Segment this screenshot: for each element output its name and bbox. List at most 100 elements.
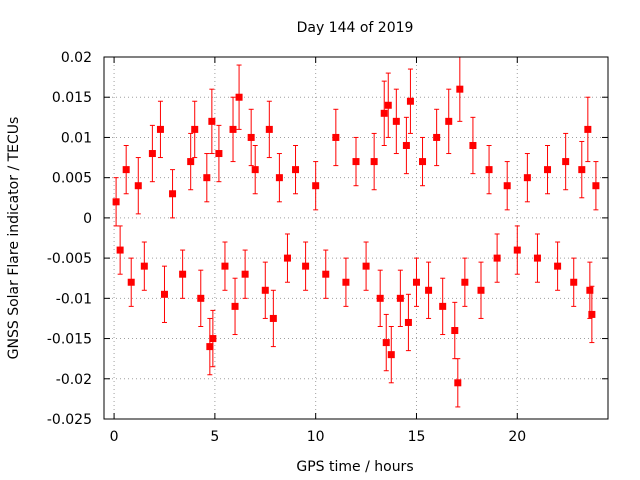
point-marker — [229, 125, 237, 133]
point-marker — [209, 335, 217, 343]
data-point — [402, 116, 410, 175]
data-point — [208, 88, 216, 155]
point-marker — [578, 166, 586, 174]
point-marker — [148, 150, 156, 158]
point-marker — [322, 270, 330, 278]
point-marker — [392, 117, 400, 125]
data-point — [439, 277, 447, 336]
data-point — [241, 249, 249, 299]
point-marker — [265, 125, 273, 133]
data-point — [352, 136, 360, 187]
y-tick-label: 0.02 — [61, 50, 92, 66]
point-marker — [134, 182, 142, 190]
point-marker — [235, 93, 243, 101]
data-layer — [112, 56, 600, 408]
point-marker — [206, 343, 214, 351]
data-point — [419, 136, 427, 187]
plot-frame — [103, 56, 609, 420]
point-marker — [485, 166, 493, 174]
data-point — [203, 153, 211, 203]
data-point — [578, 140, 586, 199]
data-point — [425, 261, 433, 319]
data-point — [433, 108, 441, 167]
y-tick-label: 0.015 — [52, 90, 92, 106]
point-marker — [570, 278, 578, 286]
point-marker — [221, 262, 229, 270]
point-marker — [513, 246, 521, 254]
y-axis-label: GNSS Solar Flare indicator / TECUs — [6, 117, 22, 360]
data-point — [275, 153, 283, 203]
point-marker — [231, 302, 239, 310]
data-point — [456, 56, 464, 122]
point-marker — [122, 166, 130, 174]
data-point — [332, 108, 340, 167]
data-point — [302, 241, 310, 291]
data-point — [134, 157, 142, 215]
point-marker — [562, 158, 570, 166]
data-point — [392, 88, 400, 155]
x-tick-label: 20 — [508, 429, 526, 445]
point-marker — [445, 117, 453, 125]
point-marker — [586, 286, 594, 294]
point-marker — [406, 97, 414, 105]
data-point — [544, 144, 552, 195]
data-point — [156, 100, 164, 159]
data-point — [396, 269, 404, 327]
point-marker — [302, 262, 310, 270]
data-point — [513, 225, 521, 275]
data-point — [586, 261, 594, 319]
point-marker — [370, 158, 378, 166]
data-point — [503, 161, 511, 211]
point-marker — [169, 190, 177, 198]
point-marker — [208, 117, 216, 125]
data-point — [554, 241, 562, 291]
point-marker — [156, 125, 164, 133]
data-point — [265, 100, 273, 159]
point-marker — [203, 174, 211, 182]
data-point — [382, 313, 390, 372]
data-point — [592, 161, 600, 211]
point-marker — [419, 158, 427, 166]
data-point — [570, 257, 578, 307]
point-marker — [533, 254, 541, 262]
point-marker — [179, 270, 187, 278]
point-marker — [396, 294, 404, 302]
data-point — [206, 317, 214, 376]
point-marker — [439, 302, 447, 310]
data-point — [179, 249, 187, 299]
point-marker — [251, 166, 259, 174]
point-marker — [332, 133, 340, 141]
data-point — [127, 257, 135, 307]
point-marker — [241, 270, 249, 278]
data-point — [116, 225, 124, 275]
data-point — [251, 144, 259, 195]
data-point — [191, 100, 199, 159]
data-point — [533, 233, 541, 283]
data-point — [283, 233, 291, 283]
data-point — [588, 285, 596, 344]
data-point — [485, 144, 493, 195]
point-marker — [342, 278, 350, 286]
y-tick-label: -0.005 — [47, 251, 92, 267]
point-marker — [544, 166, 552, 174]
point-marker — [554, 262, 562, 270]
data-point — [269, 289, 277, 348]
data-point — [384, 72, 392, 138]
data-point — [523, 153, 531, 203]
data-point — [342, 257, 350, 307]
chart-title: Day 144 of 2019 — [297, 20, 414, 36]
data-point — [231, 277, 239, 336]
point-marker — [523, 174, 531, 182]
data-point — [469, 116, 477, 175]
x-tick-label: 10 — [307, 429, 325, 445]
data-point — [122, 144, 130, 195]
point-marker — [112, 198, 120, 206]
point-marker — [116, 246, 124, 254]
point-marker — [451, 327, 459, 335]
data-point — [493, 233, 501, 283]
point-marker — [140, 262, 148, 270]
data-point — [160, 265, 168, 323]
data-point — [229, 96, 237, 163]
x-tick-label: 5 — [210, 429, 219, 445]
